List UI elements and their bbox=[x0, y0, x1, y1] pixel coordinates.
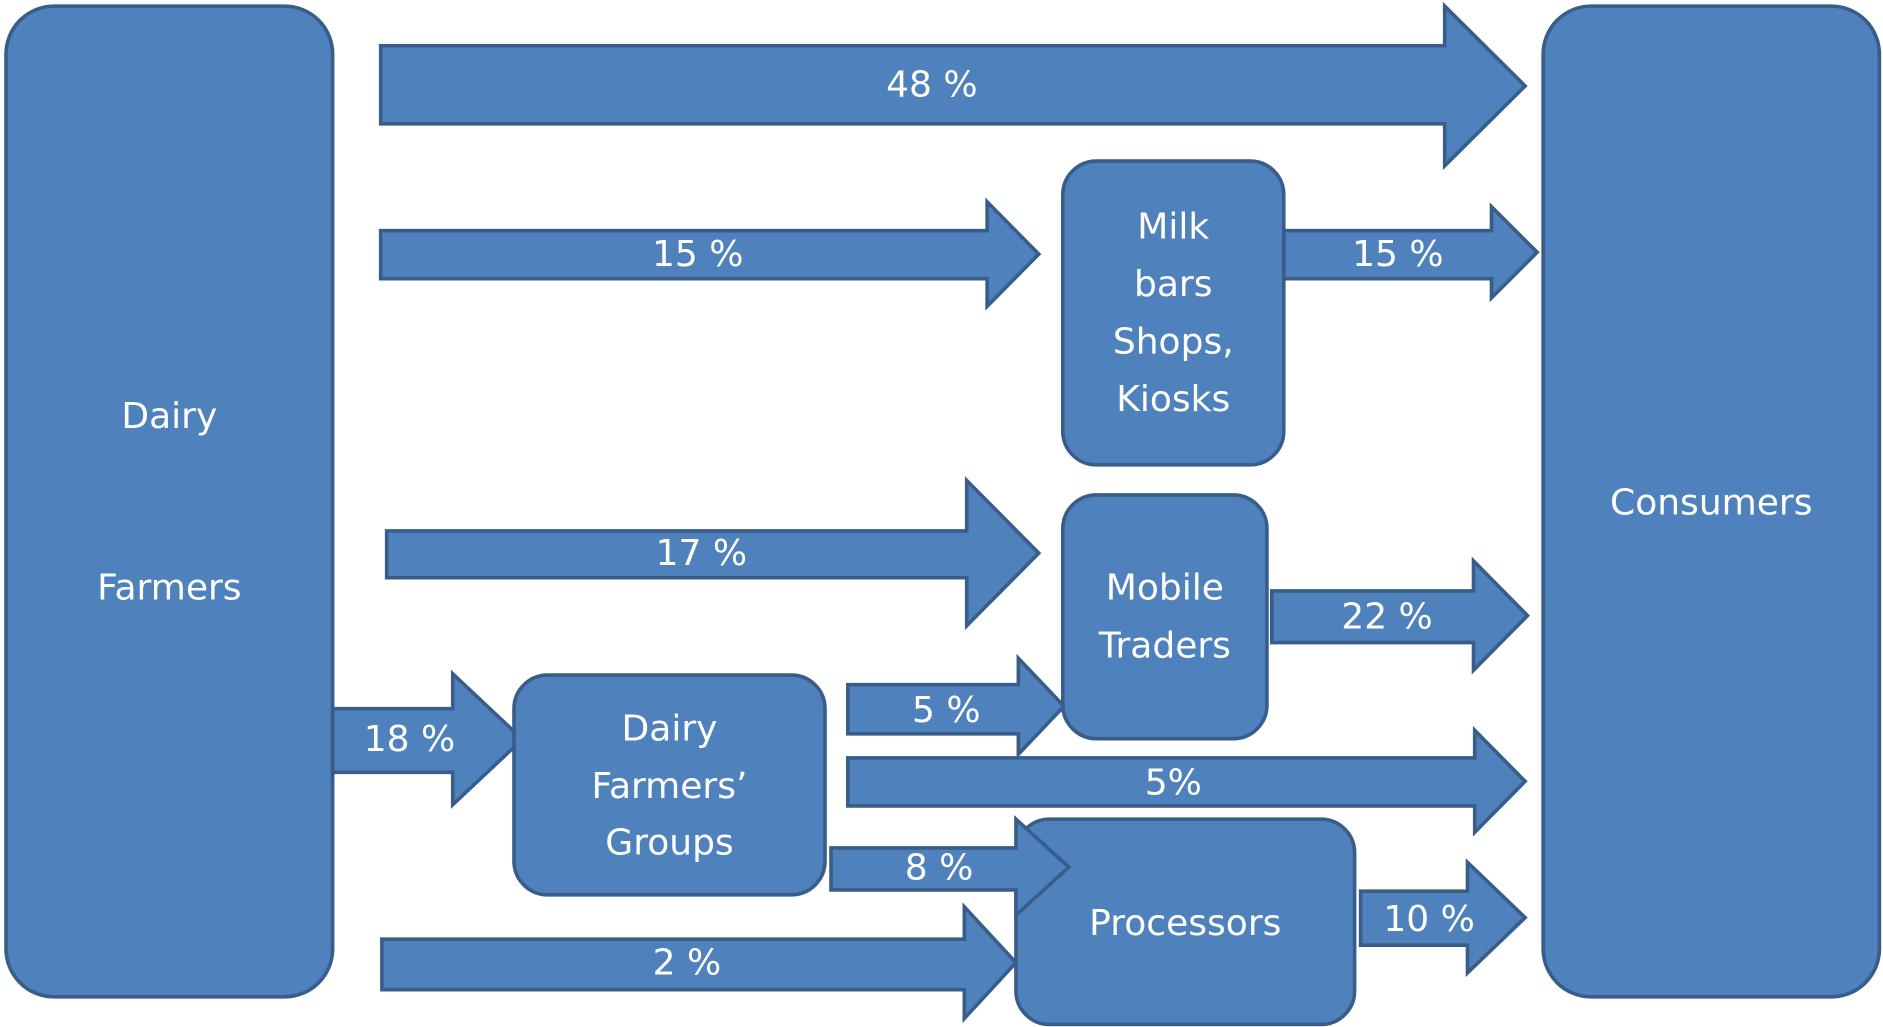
node-box bbox=[1541, 4, 1882, 999]
node-label: bars bbox=[1134, 264, 1213, 305]
node-box bbox=[1060, 159, 1286, 467]
flow-arrow bbox=[846, 725, 1528, 837]
node-label: Groups bbox=[605, 822, 733, 863]
flow-label: 10 % bbox=[1383, 899, 1475, 940]
flow-label: 18 % bbox=[364, 719, 456, 760]
flow-arrow bbox=[330, 669, 526, 809]
flow-arrow bbox=[846, 653, 1067, 759]
node-label: Dairy bbox=[121, 396, 217, 437]
flow-label: 8 % bbox=[905, 848, 974, 889]
node-label: Processors bbox=[1089, 903, 1281, 944]
flow-arrow bbox=[384, 476, 1042, 631]
node-box bbox=[4, 4, 335, 999]
node-label: Farmers’ bbox=[592, 766, 748, 807]
flow-label: 22 % bbox=[1341, 597, 1433, 638]
flow-label: 48 % bbox=[886, 65, 978, 106]
flow-label: 5% bbox=[1145, 762, 1202, 803]
flow-label: 2 % bbox=[653, 942, 722, 983]
node-label: Mobile bbox=[1106, 568, 1224, 609]
node-box bbox=[512, 673, 827, 897]
flow-label: 17 % bbox=[656, 533, 748, 574]
flow-arrow bbox=[829, 815, 1072, 920]
flow-label: 15 % bbox=[652, 234, 743, 275]
node-label: Traders bbox=[1098, 625, 1231, 666]
flow-arrow bbox=[1358, 858, 1528, 978]
node-label: Kiosks bbox=[1116, 379, 1230, 420]
node-label: Consumers bbox=[1610, 482, 1812, 523]
flow-label: 15 % bbox=[1352, 234, 1444, 275]
flow-arrow bbox=[1281, 202, 1540, 303]
flow-arrow bbox=[1269, 556, 1531, 675]
node-box bbox=[1014, 817, 1357, 1027]
node-label: Shops, bbox=[1113, 322, 1234, 363]
flow-arrow bbox=[378, 197, 1042, 311]
flow-arrow bbox=[378, 1, 1528, 171]
node-box bbox=[1060, 493, 1269, 741]
flow-label: 5 % bbox=[912, 690, 981, 731]
node-label: Dairy bbox=[622, 708, 718, 749]
node-label: Farmers bbox=[97, 568, 241, 609]
flow-arrow bbox=[380, 902, 1019, 1024]
node-label: Milk bbox=[1137, 206, 1209, 247]
